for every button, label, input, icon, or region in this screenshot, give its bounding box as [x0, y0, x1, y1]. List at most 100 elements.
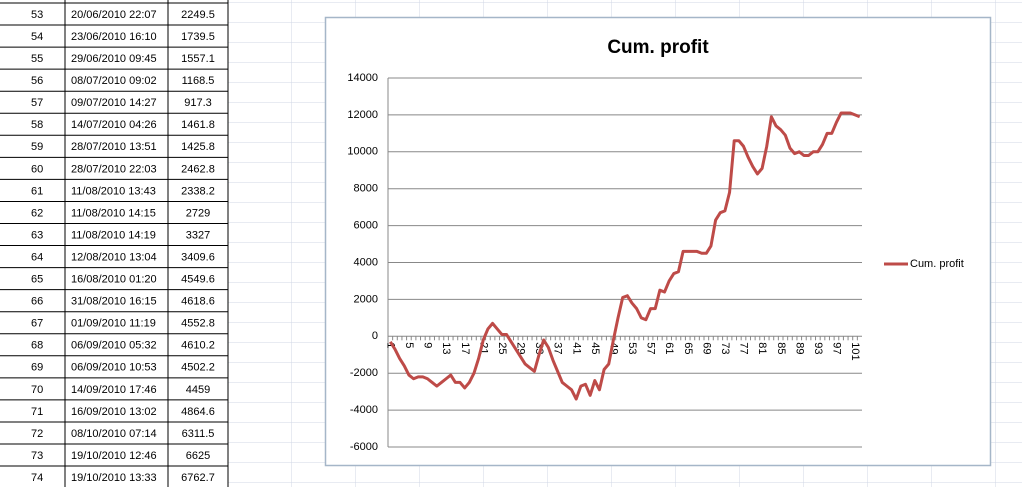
- y-tick-label: -6000: [350, 441, 378, 453]
- x-tick-label: 73: [719, 342, 731, 354]
- table-cell: 19/10/2010 13:33: [71, 472, 157, 484]
- table-cell: 72: [31, 428, 43, 440]
- chart-title: Cum. profit: [607, 37, 709, 58]
- table-cell: 31/08/2010 16:15: [71, 296, 157, 308]
- y-tick-label: 0: [372, 330, 378, 342]
- table-cell: 6762.7: [181, 472, 215, 484]
- table-cell: 11/08/2010 14:15: [71, 207, 156, 219]
- x-tick-label: 57: [645, 342, 657, 354]
- x-tick-label: 69: [700, 342, 712, 354]
- table-cell: 2729: [186, 207, 210, 219]
- table-cell: 73: [31, 450, 43, 462]
- table-cell: 68: [31, 340, 43, 352]
- table-cell: 56: [31, 75, 43, 87]
- y-tick-label: -2000: [350, 367, 378, 379]
- table-cell: 66: [31, 296, 43, 308]
- x-tick-label: 53: [626, 342, 638, 354]
- x-tick-label: 13: [440, 342, 452, 354]
- table-cell: 1461.8: [181, 119, 215, 131]
- table-cell: 69: [31, 362, 43, 374]
- table-cell: 63: [31, 229, 43, 241]
- table-cell: 2338.2: [181, 185, 215, 197]
- table-cell: 4864.6: [181, 406, 215, 418]
- table-cell: 20/06/2010 22:07: [71, 9, 157, 21]
- table-cell: 06/09/2010 05:32: [71, 340, 157, 352]
- table-cell: 14/07/2010 04:26: [71, 119, 157, 131]
- table-cell: 53: [31, 9, 43, 21]
- y-tick-label: 8000: [354, 183, 378, 195]
- table-cell: 19/10/2010 12:46: [71, 450, 157, 462]
- table-cell: 11/08/2010 13:43: [71, 185, 156, 197]
- x-tick-label: 37: [552, 342, 564, 354]
- table-cell: 4549.6: [181, 274, 215, 286]
- table-cell: 70: [31, 384, 43, 396]
- table-cell: 16/08/2010 01:20: [71, 274, 157, 286]
- table-cell: 55: [31, 53, 43, 65]
- table-cell: 2462.8: [181, 163, 215, 175]
- table-cell: 74: [31, 472, 43, 484]
- legend-label: Cum. profit: [910, 258, 964, 270]
- x-tick-label: 101: [849, 342, 861, 360]
- table-cell: 4502.2: [181, 362, 215, 374]
- table-cell: 14/09/2010 17:46: [71, 384, 157, 396]
- table-cell: 54: [31, 31, 43, 43]
- x-tick-label: 41: [570, 342, 582, 354]
- table-cell: 4618.6: [181, 296, 215, 308]
- table-cell: 29/06/2010 09:45: [71, 53, 157, 65]
- table-cell: 4610.2: [181, 340, 215, 352]
- table-cell: 08/10/2010 07:14: [71, 428, 157, 440]
- table-cell: 1557.1: [181, 53, 215, 65]
- table-cell: 1168.5: [182, 75, 215, 87]
- x-tick-label: 77: [738, 342, 750, 354]
- table-cell: 3327: [186, 229, 210, 241]
- table-cell: 60: [31, 163, 43, 175]
- table-cell: 61: [31, 185, 43, 197]
- x-tick-label: 17: [459, 342, 471, 354]
- y-tick-label: 4000: [354, 256, 378, 268]
- table-cell: 09/07/2010 14:27: [71, 97, 157, 109]
- table-cell: 917.3: [184, 97, 212, 109]
- table-cell: 28/07/2010 22:03: [71, 163, 157, 175]
- table-cell: 2249.5: [181, 9, 215, 21]
- x-tick-label: 81: [756, 342, 768, 354]
- table-cell: 71: [31, 406, 43, 418]
- x-tick-label: 85: [775, 342, 787, 354]
- x-tick-label: 1: [384, 342, 396, 348]
- table-cell: 06/09/2010 10:53: [71, 362, 157, 374]
- table-cell: 64: [31, 251, 43, 263]
- x-tick-label: 93: [812, 342, 824, 354]
- x-tick-label: 9: [422, 342, 434, 348]
- x-tick-label: 5: [403, 342, 415, 348]
- table-cell: 4459: [186, 384, 210, 396]
- y-tick-label: 12000: [347, 109, 378, 121]
- table-cell: 67: [31, 318, 43, 330]
- table-cell: 28/07/2010 13:51: [71, 141, 157, 153]
- table-cell: 1425.8: [181, 141, 215, 153]
- table-cell: 16/09/2010 13:02: [71, 406, 157, 418]
- table-cell: 01/09/2010 11:19: [71, 318, 156, 330]
- table-cell: 4552.8: [181, 318, 215, 330]
- x-tick-label: 25: [496, 342, 508, 354]
- x-tick-label: 97: [831, 342, 843, 354]
- x-tick-label: 61: [663, 342, 675, 354]
- table-cell: 65: [31, 274, 43, 286]
- table-cell: 12/08/2010 13:04: [71, 251, 157, 263]
- y-tick-label: -4000: [350, 404, 378, 416]
- table-cell: 08/07/2010 09:02: [71, 75, 157, 87]
- y-tick-label: 10000: [347, 146, 378, 158]
- table-cell: 1739.5: [181, 31, 215, 43]
- data-table: 53 20/06/2010 22:07 2249.5 54 23/06/2010 16:…: [0, 0, 229, 487]
- chart-frame[interactable]: [324, 16, 992, 467]
- table-cell: 3409.6: [181, 251, 215, 263]
- table-cell: 57: [31, 97, 43, 109]
- table-cell: 23/06/2010 16:10: [71, 31, 157, 43]
- table-cell: 59: [31, 141, 43, 153]
- table-cell: 11/08/2010 14:19: [71, 229, 156, 241]
- x-tick-label: 65: [682, 342, 694, 354]
- table-cell: 62: [31, 207, 43, 219]
- x-tick-label: 45: [589, 342, 601, 354]
- data-line: [389, 111, 861, 401]
